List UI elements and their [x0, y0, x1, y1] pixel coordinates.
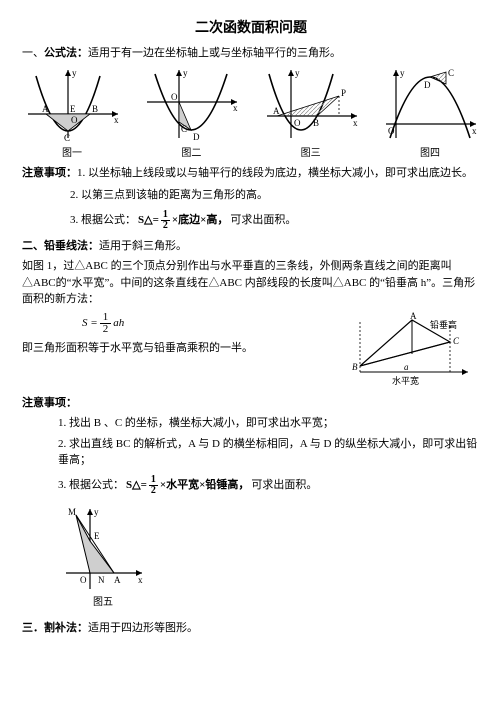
- s2-name: 铅垂线法：: [44, 240, 99, 252]
- section-3: 三．割补法：适用于四边形等图形。: [22, 620, 480, 637]
- section-2: 二、铅垂线法：适用于斜三角形。: [22, 238, 480, 255]
- figure-2: O C D x y 图二: [141, 66, 241, 161]
- fraction-half-3: 12: [149, 475, 158, 497]
- para-2a: 如图 1，过△ABC 的三个顶点分别作出与水平垂直的三条线，外侧两条直线之间的距…: [22, 258, 480, 308]
- section-1: 一、公式法：适用于有一边在坐标轴上或与坐标轴平行的三角形。: [22, 45, 480, 62]
- notes-2-label: 注意事项：: [22, 395, 480, 412]
- svg-text:x: x: [114, 115, 119, 125]
- caption-5: 图五: [93, 595, 113, 610]
- caption-1: 图一: [62, 146, 82, 161]
- svg-text:D: D: [193, 132, 200, 142]
- svg-text:y: y: [183, 68, 188, 78]
- page-title: 二次函数面积问题: [22, 18, 480, 39]
- figure-4: D C O x y 图四: [380, 66, 480, 161]
- figure-5-svg: M E O N A x y: [58, 503, 148, 593]
- svg-text:O: O: [388, 126, 395, 136]
- svg-text:C: C: [64, 133, 70, 143]
- figure-2-svg: O C D x y: [141, 66, 241, 144]
- m3d: 可求出面积。: [251, 477, 317, 494]
- s1-desc: 适用于有一边在坐标轴上或与坐标轴平行的三角形。: [88, 47, 341, 59]
- svg-text:B: B: [352, 362, 358, 372]
- s1-name: 公式法：: [44, 47, 88, 59]
- svg-text:C: C: [181, 124, 187, 134]
- frac3-den: 2: [149, 486, 158, 497]
- s3-name: 割补法：: [44, 622, 88, 634]
- frac2-den: 2: [100, 324, 112, 336]
- svg-text:D: D: [424, 80, 431, 90]
- note-3c: ×底边×高，: [172, 212, 229, 229]
- m1: 1. 找出 B 、C 的坐标，横坐标大减小，即可求出水平宽；: [58, 415, 480, 432]
- notes-1: 注意事项：1. 以坐标轴上线段或以与轴平行的线段为底边，横坐标大减小，即可求出底…: [22, 165, 480, 182]
- figure-1-svg: A B C E O x y: [22, 66, 122, 144]
- frac-den: 2: [161, 221, 170, 232]
- m3b: S△=: [126, 477, 147, 494]
- svg-text:y: y: [94, 507, 99, 517]
- svg-text:O: O: [71, 115, 78, 125]
- svg-text:x: x: [353, 118, 358, 128]
- m3c: ×水平宽×铅锤高，: [160, 477, 250, 494]
- m3a: 3. 根据公式：: [58, 477, 124, 494]
- figure-row: A B C E O x y 图一 O C D x y 图二: [22, 66, 480, 161]
- formula-3: 3. 根据公式： S△= 12 ×水平宽×铅锤高， 可求出面积。: [58, 475, 480, 497]
- svg-text:O: O: [294, 118, 301, 128]
- svg-text:E: E: [94, 531, 100, 541]
- caption-4: 图四: [420, 146, 440, 161]
- s2-desc: 适用于斜三角形。: [99, 240, 187, 252]
- label-slope: 铅垂高: [430, 319, 457, 330]
- svg-text:y: y: [295, 68, 300, 78]
- svg-text:C: C: [453, 336, 460, 346]
- formula-2: S = 12 ah: [82, 312, 344, 336]
- figure-3: A B P O x y 图三: [261, 66, 361, 161]
- figure-3-svg: A B P O x y: [261, 66, 361, 144]
- svg-text:A: A: [114, 575, 121, 585]
- s1-label: 一、: [22, 47, 44, 59]
- formula-s: S△=: [138, 212, 159, 229]
- svg-text:x: x: [138, 575, 143, 585]
- note-2: 2. 以第三点到该轴的距离为三角形的高。: [70, 187, 480, 204]
- svg-text:x: x: [472, 126, 477, 136]
- svg-text:A: A: [410, 312, 417, 321]
- eq2-left: S =: [82, 315, 98, 332]
- s3-label: 三．: [22, 622, 44, 634]
- note-3d: 可求出面积。: [230, 212, 296, 229]
- svg-text:C: C: [448, 68, 454, 78]
- notes-label: 注意事项：: [22, 167, 77, 179]
- svg-text:x: x: [233, 103, 238, 113]
- svg-text:A: A: [42, 104, 49, 114]
- figure-4-svg: D C O x y: [380, 66, 480, 144]
- svg-text:y: y: [400, 68, 405, 78]
- figure-5: M E O N A x y 图五: [58, 503, 148, 610]
- label-a: a: [404, 362, 409, 372]
- svg-text:O: O: [80, 575, 87, 585]
- svg-text:B: B: [313, 118, 319, 128]
- m2: 2. 求出直线 BC 的解析式，A 与 D 的横坐标相同，A 与 D 的纵坐标大…: [58, 436, 480, 469]
- s3-desc: 适用于四边形等图形。: [88, 622, 198, 634]
- svg-text:y: y: [72, 68, 77, 78]
- svg-text:N: N: [98, 575, 105, 585]
- svg-text:B: B: [92, 104, 98, 114]
- caption-3: 图三: [301, 146, 321, 161]
- svg-text:E: E: [70, 104, 76, 114]
- svg-text:M: M: [68, 507, 76, 517]
- eq2-right: ah: [113, 315, 124, 332]
- note-3a: 3. 根据公式：: [70, 212, 136, 229]
- fraction-half-1: 12: [161, 210, 170, 232]
- lead-line-diagram: A B C 铅垂高 水平宽 a: [350, 312, 480, 387]
- s2-label: 二、: [22, 240, 44, 252]
- label-width: 水平宽: [392, 375, 419, 386]
- formula-1: 3. 根据公式： S△= 12 ×底边×高， 可求出面积。: [70, 210, 480, 232]
- caption-2: 图二: [181, 146, 201, 161]
- svg-text:A: A: [273, 106, 280, 116]
- svg-text:O: O: [171, 92, 178, 102]
- svg-text:P: P: [341, 88, 346, 98]
- note-1: 1. 以坐标轴上线段或以与轴平行的线段为底边，横坐标大减小，即可求出底边长。: [77, 167, 473, 179]
- figure-1: A B C E O x y 图一: [22, 66, 122, 161]
- fraction-half-2: 12: [100, 312, 112, 336]
